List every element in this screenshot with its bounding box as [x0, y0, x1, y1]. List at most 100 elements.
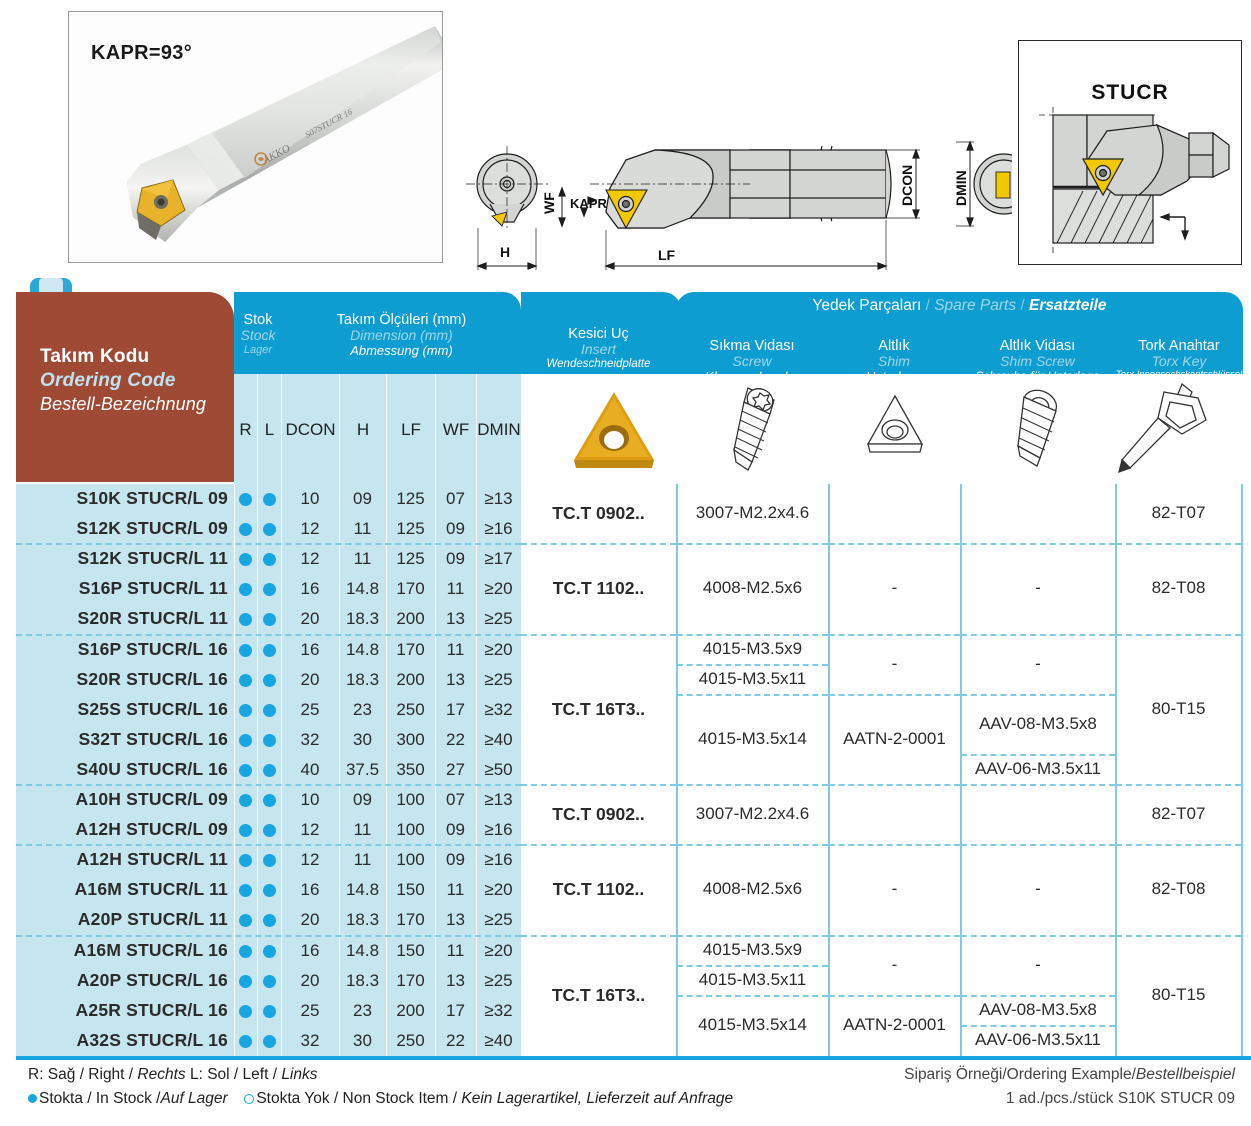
- stock-dot-r: [239, 673, 252, 687]
- header-band-dimension: [234, 292, 521, 374]
- cell-h: 18.3: [345, 970, 380, 990]
- cell-wf: 11: [446, 940, 465, 960]
- cell-lf: 300: [396, 729, 425, 749]
- header-insert-en: Insert: [580, 341, 616, 358]
- stock-dot-l: [263, 944, 276, 958]
- row-ordering-code: S16P STUCR/L 16: [77, 638, 228, 659]
- cell-h: 09: [353, 489, 372, 508]
- footer-rl-legend: R: Sağ / Right / Rechts L: Sol / Left / …: [28, 1066, 318, 1083]
- cell-shim-screw-divider: [961, 1024, 1115, 1027]
- stock-dot-l: [263, 733, 276, 747]
- divider: [281, 484, 282, 1056]
- cell-screw: 4015-M3.5x9: [702, 939, 803, 959]
- row-ordering-code: S20R STUCR/L 16: [76, 668, 228, 689]
- cell-dmin: ≥20: [484, 579, 513, 599]
- cell-h: 14.8: [345, 940, 380, 960]
- divider: [257, 484, 258, 1056]
- row-ordering-code: A20P STUCR/L 11: [77, 909, 228, 930]
- stock-dot-l: [263, 854, 276, 868]
- cell-dcon: 12: [300, 549, 320, 569]
- cell-shim: -: [891, 954, 898, 974]
- cell-screw-divider: [677, 663, 828, 666]
- cell-dcon: 25: [300, 699, 320, 719]
- cell-torx-key: 82-T08: [1151, 879, 1206, 899]
- col-label-dcon: DCON: [285, 420, 336, 439]
- col-label-l: L: [264, 420, 275, 439]
- cell-screw: 4015-M3.5x9: [702, 638, 803, 658]
- row-ordering-code: S20R STUCR/L 11: [77, 608, 228, 629]
- cell-dcon: 12: [300, 519, 320, 539]
- cell-dcon: 20: [300, 669, 320, 689]
- cell-shim-screw-divider: [961, 753, 1115, 756]
- row-ordering-code: S10K STUCR/L 09: [76, 488, 228, 508]
- non-stock-dot-icon: [244, 1093, 255, 1104]
- cell-h: 11: [353, 820, 372, 840]
- cell-dcon: 20: [300, 970, 320, 990]
- cell-shim-screw: AAV-06-M3.5x11: [975, 1029, 1101, 1049]
- cell-h: 18.3: [345, 669, 380, 689]
- header-insert: Kesici Uç Insert Wendeschneidplatte: [521, 326, 676, 371]
- cell-screw-divider: [677, 693, 828, 696]
- cell-insert: TC.T 1102..: [552, 578, 645, 599]
- stock-dot-r: [239, 944, 252, 958]
- cell-dmin: ≥13: [484, 489, 513, 508]
- cell-h: 37.5: [345, 759, 380, 779]
- screw-icon: [733, 387, 775, 471]
- cell-lf: 125: [396, 519, 425, 539]
- cell-dmin: ≥20: [484, 639, 513, 659]
- cell-shim-divider: [829, 934, 960, 937]
- cell-h: 14.8: [345, 579, 380, 599]
- cell-insert: TC.T 16T3..: [551, 698, 646, 719]
- cell-wf: 13: [446, 609, 465, 629]
- stock-dot-l: [263, 493, 276, 506]
- ordering-code-box: Takım Kodu Ordering Code Bestell-Bezeich…: [16, 292, 234, 482]
- stock-dot-r: [239, 703, 252, 717]
- stock-dot-r: [239, 1004, 252, 1018]
- cell-shim-screw: AAV-08-M3.5x8: [979, 999, 1097, 1019]
- cell-dmin: ≥25: [484, 609, 513, 629]
- cell-dmin: ≥25: [484, 970, 513, 990]
- stock-dot-l: [263, 914, 276, 928]
- cell-wf: 11: [446, 579, 465, 599]
- cell-insert-divider: [521, 633, 676, 636]
- cell-torx-key: 82-T07: [1151, 804, 1206, 824]
- cell-dcon: 16: [300, 579, 320, 599]
- cell-dcon: 40: [300, 759, 320, 779]
- divider: [435, 374, 436, 484]
- header-dimension-tr: Takım Ölçüleri (mm): [336, 312, 467, 328]
- header-stock: Stok Stock Lager: [234, 312, 282, 356]
- stock-dot-r: [239, 733, 252, 747]
- stock-dot-r: [239, 553, 252, 567]
- header-spare-tr: Yedek Parçaları: [812, 297, 922, 314]
- header-insert-tr: Kesici Uç: [568, 326, 629, 342]
- stock-dot-l: [263, 643, 276, 657]
- cell-lf: 170: [396, 579, 425, 599]
- cell-wf: 22: [446, 1030, 465, 1050]
- cell-dcon: 32: [300, 1030, 320, 1050]
- cell-lf: 170: [396, 639, 425, 659]
- cell-shim-screw: -: [1035, 653, 1041, 673]
- cell-lf: 250: [396, 699, 425, 719]
- row-ordering-code: S32T STUCR/L 16: [78, 728, 228, 749]
- stock-dot-l: [263, 583, 276, 597]
- cell-lf: 125: [396, 549, 425, 569]
- right-data-background: [521, 484, 1243, 1056]
- cell-shim-screw: -: [1035, 879, 1041, 899]
- dim-label-kapr: KAPR: [570, 196, 607, 211]
- cell-screw: 4008-M2.5x6: [702, 578, 803, 598]
- cell-h: 30: [353, 729, 372, 749]
- group-divider: [16, 784, 521, 786]
- header-band-spare-parts: [676, 292, 1243, 332]
- row-ordering-code: A16M STUCR/L 11: [74, 879, 228, 900]
- header-stock-tr: Stok: [243, 312, 273, 328]
- footer: R: Sağ / Right / Rechts L: Sol / Left / …: [0, 1064, 1251, 1126]
- row-ordering-code: A12H STUCR/L 11: [76, 849, 228, 870]
- cell-screw: 3007-M2.2x4.6: [695, 503, 810, 523]
- cell-dmin: ≥32: [484, 1000, 513, 1020]
- divider: [435, 484, 436, 1056]
- stock-dot-l: [263, 613, 276, 627]
- insert-icon: [574, 392, 654, 468]
- cell-torx-key-divider: [1116, 934, 1241, 937]
- cell-insert: TC.T 0902..: [552, 804, 645, 825]
- cell-insert-divider: [521, 844, 676, 847]
